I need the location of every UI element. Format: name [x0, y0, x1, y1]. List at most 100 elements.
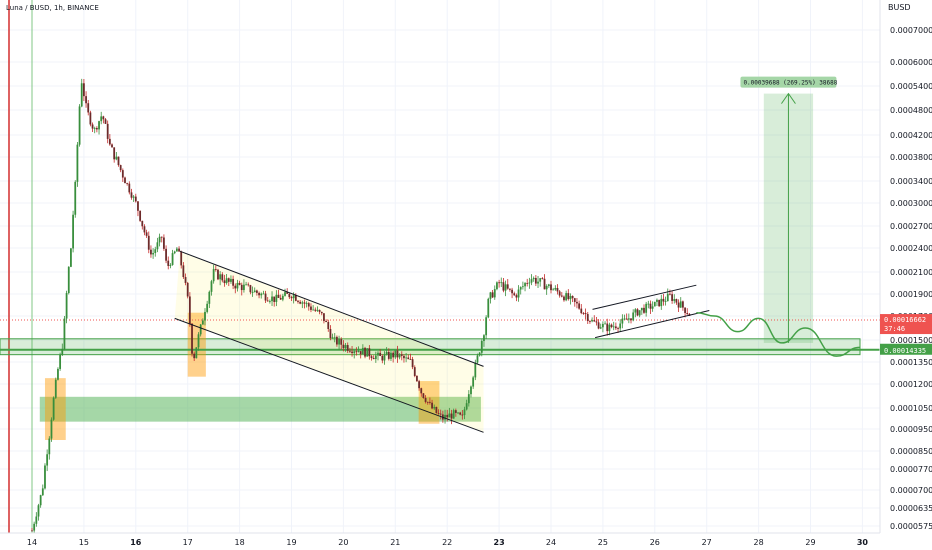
candle-body — [480, 341, 483, 353]
candle-body — [156, 242, 159, 250]
candle-body — [649, 303, 652, 309]
candle-body — [658, 299, 661, 307]
candle-body — [221, 274, 224, 281]
candle-body — [89, 112, 92, 125]
projection-path[interactable] — [696, 311, 860, 357]
candle-body — [602, 323, 604, 328]
candle-body — [160, 236, 163, 238]
channel-upper-line[interactable] — [179, 250, 484, 367]
candle-body — [513, 293, 516, 296]
candle-body — [485, 317, 488, 336]
time-axis[interactable]: 14 15 16 17 18 19 20 21 22 23 24 25 26 27 28 29 30 — [0, 532, 880, 547]
flag-upper-line[interactable] — [592, 284, 697, 310]
candle-body — [219, 274, 222, 280]
current-price-tag — [880, 314, 932, 335]
candle-body — [647, 303, 650, 305]
candle-body — [554, 288, 557, 290]
candle-body — [214, 269, 217, 270]
candle-body — [238, 282, 241, 285]
candle-body — [383, 354, 386, 361]
date-tick-label: 30 — [857, 538, 869, 547]
candle-body — [204, 311, 206, 321]
candle-body — [134, 196, 137, 202]
candle-body — [390, 352, 392, 359]
candle-body — [450, 413, 453, 419]
candle-body — [651, 306, 654, 309]
candle-body — [597, 322, 600, 329]
channel-lower-line[interactable] — [174, 317, 484, 433]
candle-body — [91, 124, 94, 129]
candle-body — [124, 177, 126, 184]
candle-body — [586, 314, 589, 322]
candle-body — [627, 318, 630, 320]
drawings-layer[interactable]: 0.00039688 (269.25%) 38688 — [174, 76, 860, 433]
candle-body — [152, 253, 154, 255]
candle-body — [638, 310, 641, 316]
date-tick-label: 22 — [442, 538, 452, 547]
flag-lower-line[interactable] — [594, 310, 710, 339]
candle-body — [292, 295, 295, 299]
candle-body — [61, 348, 64, 355]
candle-body — [63, 318, 66, 349]
candle-body — [617, 328, 619, 329]
candle-body — [74, 181, 77, 215]
date-tick-label: 18 — [235, 538, 245, 547]
candle-body — [470, 386, 472, 395]
candle-body — [435, 406, 438, 413]
candle-body — [199, 324, 202, 335]
candle-body — [193, 353, 196, 359]
candle-body — [413, 367, 416, 376]
candle-body — [240, 284, 243, 291]
candle-body — [467, 394, 470, 404]
candle-body — [314, 309, 317, 311]
candle-body — [93, 127, 96, 129]
candle-body — [374, 355, 377, 360]
candle-body — [666, 293, 669, 302]
candle-body — [504, 284, 507, 291]
candle-body — [547, 284, 550, 286]
candle-body — [364, 347, 366, 357]
candle-body — [206, 303, 209, 312]
candle-body — [679, 301, 682, 308]
candle-body — [247, 284, 250, 286]
support-price-tag — [880, 343, 932, 355]
candle-body — [234, 285, 237, 289]
candle-body — [320, 311, 323, 314]
date-tick-label: 25 — [598, 538, 608, 547]
candle-body — [115, 156, 118, 160]
candle-body — [511, 289, 513, 294]
candle-body — [301, 302, 304, 304]
candle-body — [534, 277, 537, 284]
candle-body — [264, 293, 267, 301]
candle-body — [418, 381, 420, 389]
candle-body — [580, 308, 583, 314]
candle-body — [52, 397, 55, 420]
candle-body — [113, 147, 116, 160]
candle-body — [67, 266, 70, 294]
candle-body — [426, 401, 429, 403]
candle-body — [143, 226, 146, 233]
candle-body — [589, 321, 591, 322]
candle-body — [307, 303, 310, 307]
candle-body — [344, 345, 347, 349]
candle-body — [251, 292, 254, 293]
chart-title: Luna / BUSD, 1h, BINANCE — [6, 4, 99, 12]
candle-body — [612, 326, 615, 328]
candle-body — [357, 351, 360, 352]
candle-body — [50, 419, 53, 439]
date-tick-label: 24 — [546, 538, 556, 547]
candle-body — [327, 322, 330, 330]
candle-body — [182, 265, 185, 278]
date-tick-label: 14 — [27, 538, 37, 547]
candle-body — [70, 248, 72, 267]
candle-body — [530, 279, 533, 283]
candle-body — [474, 362, 477, 378]
candle-body — [117, 156, 120, 166]
candle-body — [57, 368, 59, 380]
